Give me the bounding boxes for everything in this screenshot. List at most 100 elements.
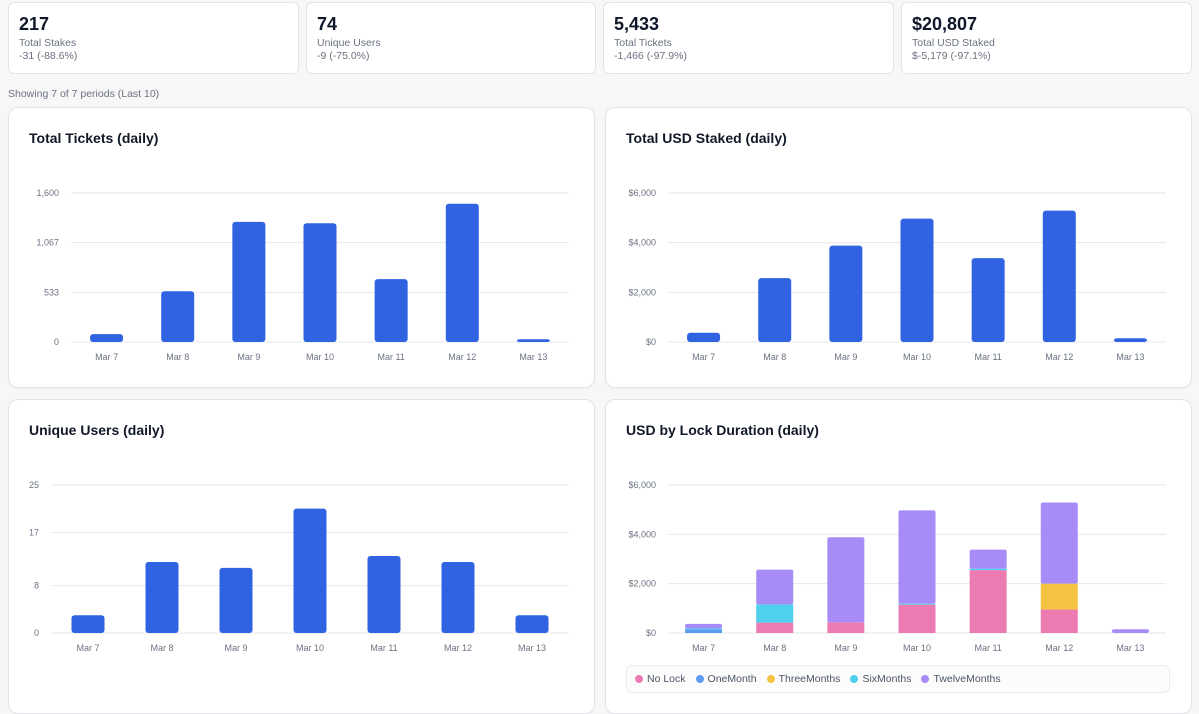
y-tick-label: $0 xyxy=(646,337,656,347)
total-tickets-chart: 0 533 1,067 1,600 Mar 7 Mar 8 Mar 9 Mar 10 Mar 1… xyxy=(36,188,569,362)
bar xyxy=(515,615,549,633)
bar-segment-no-lock xyxy=(969,570,1007,633)
kpi-label: Total Stakes xyxy=(19,37,77,49)
bar xyxy=(293,508,327,633)
legend-dot-one-month xyxy=(695,675,704,683)
x-tick-label: Mar 8 xyxy=(150,643,173,653)
bar xyxy=(1113,338,1147,342)
x-tick-label: Mar 11 xyxy=(377,352,404,362)
legend-item-one-month[interactable]: OneMonth xyxy=(695,673,757,685)
y-tick-label: $6,000 xyxy=(628,188,656,198)
legend-label: ThreeMonths xyxy=(778,673,841,685)
legend-dot-twelve-months xyxy=(921,675,930,683)
x-tick-label: Mar 8 xyxy=(166,352,189,362)
chart-card-total-tickets: Total Tickets (daily) 0 533 1,067 1,600 Mar … xyxy=(8,107,595,388)
kpi-delta: -9 (-75.0%) xyxy=(317,50,370,62)
x-tick-label: Mar 12 xyxy=(1045,352,1073,362)
bar-segment-twelvemonths xyxy=(1111,629,1149,633)
bar xyxy=(687,332,721,342)
legend-item-no-lock[interactable]: No Lock xyxy=(635,673,686,685)
x-tick-label: Mar 7 xyxy=(76,643,99,653)
x-tick-label: Mar 9 xyxy=(237,352,260,362)
bar xyxy=(367,556,401,633)
kpi-delta: -1,466 (-97.9%) xyxy=(614,50,687,62)
y-tick-label: 0 xyxy=(34,628,39,638)
legend-item-six-months[interactable]: SixMonths xyxy=(850,673,911,685)
bar-segment-threemonths xyxy=(1040,583,1078,610)
y-tick-label: 8 xyxy=(34,581,39,591)
bar-segment-twelvemonths xyxy=(685,623,723,629)
x-tick-label: Mar 10 xyxy=(296,643,324,653)
legend-label: No Lock xyxy=(647,673,686,685)
y-tick-label: 25 xyxy=(29,480,39,490)
bar xyxy=(161,291,195,342)
y-tick-label: 0 xyxy=(54,337,59,347)
bar xyxy=(71,615,105,633)
kpi-label: Total USD Staked xyxy=(912,37,995,49)
bar-segment-no-lock xyxy=(827,622,865,633)
kpi-delta: -31 (-88.6%) xyxy=(19,50,78,62)
bar-segment-twelvemonths xyxy=(1040,502,1078,584)
legend-label: OneMonth xyxy=(707,673,757,685)
legend-label: TwelveMonths xyxy=(933,673,1001,685)
x-tick-label: Mar 9 xyxy=(834,352,857,362)
legend-dot-no-lock xyxy=(635,675,643,683)
y-tick-label: 1,067 xyxy=(36,238,59,248)
kpi-label: Unique Users xyxy=(317,37,381,49)
x-tick-label: Mar 7 xyxy=(692,352,715,362)
x-tick-label: Mar 10 xyxy=(903,352,931,362)
x-tick-label: Mar 7 xyxy=(95,352,118,362)
legend-item-twelve-months[interactable]: TwelveMonths xyxy=(921,673,1001,685)
x-tick-label: Mar 11 xyxy=(974,352,1001,362)
bar xyxy=(219,567,253,633)
bar-segment-onemonth xyxy=(685,629,723,633)
bar-segment-twelvemonths xyxy=(827,537,865,623)
x-tick-label: Mar 13 xyxy=(519,352,547,362)
x-tick-label: Mar 13 xyxy=(518,643,546,653)
kpi-delta: $-5,179 (-97.1%) xyxy=(912,50,991,62)
bar xyxy=(758,278,792,342)
bar-segment-sixmonths xyxy=(756,604,794,623)
y-tick-label: 1,600 xyxy=(36,188,59,198)
y-tick-label: $4,000 xyxy=(628,529,656,539)
bar xyxy=(445,203,479,342)
bar-segment-sixmonths xyxy=(969,568,1007,571)
x-tick-label: Mar 12 xyxy=(1045,643,1073,653)
chart-title: Total Tickets (daily) xyxy=(29,130,159,146)
y-tick-label: $4,000 xyxy=(628,238,656,248)
chart-card-unique-users: Unique Users (daily) 0 8 17 25 Mar 7 Mar 8 Mar… xyxy=(8,399,595,714)
legend-dot-three-months xyxy=(766,675,775,683)
unique-users-chart: 0 8 17 25 Mar 7 Mar 8 Mar 9 Mar 10 Mar 11 Mar 12 M… xyxy=(29,480,569,653)
usd-by-lock-duration-chart: $0 $2,000 $4,000 $6,000 Mar 7 Mar 8 Mar 9 Mar 1… xyxy=(628,480,1166,653)
x-tick-label: Mar 11 xyxy=(974,643,1001,653)
x-tick-label: Mar 8 xyxy=(763,352,786,362)
kpi-card-unique-users: 74 Unique Users -9 (-75.0%) xyxy=(306,2,596,74)
y-tick-label: 533 xyxy=(44,287,59,297)
bar xyxy=(900,218,934,342)
bar-segment-twelvemonths xyxy=(898,510,936,604)
bar xyxy=(971,258,1005,342)
x-tick-label: Mar 10 xyxy=(903,643,931,653)
bar-segment-no-lock xyxy=(1040,609,1078,633)
bar-segment-twelvemonths xyxy=(756,569,794,605)
bar xyxy=(516,339,550,342)
y-tick-label: 17 xyxy=(29,527,39,537)
x-tick-label: Mar 8 xyxy=(763,643,786,653)
y-tick-label: $2,000 xyxy=(628,287,656,297)
kpi-label: Total Tickets xyxy=(614,37,672,49)
x-tick-label: Mar 9 xyxy=(834,643,857,653)
chart-title: USD by Lock Duration (daily) xyxy=(626,422,819,438)
kpi-value: 217 xyxy=(19,14,50,34)
kpi-card-total-tickets: 5,433 Total Tickets -1,466 (-97.9%) xyxy=(603,2,894,74)
x-tick-label: Mar 11 xyxy=(370,643,397,653)
y-tick-label: $0 xyxy=(646,628,656,638)
bar xyxy=(1042,210,1076,342)
legend-item-three-months[interactable]: ThreeMonths xyxy=(766,673,841,685)
x-tick-label: Mar 13 xyxy=(1116,352,1144,362)
period-note: Showing 7 of 7 periods (Last 10) xyxy=(8,88,160,100)
bar xyxy=(303,223,337,342)
y-tick-label: $2,000 xyxy=(628,579,656,589)
total-usd-staked-chart: $0 $2,000 $4,000 $6,000 Mar 7 Mar 8 Mar 9 Mar 1… xyxy=(628,188,1166,362)
chart-title: Unique Users (daily) xyxy=(29,422,165,438)
chart-legend: No Lock OneMonth ThreeMonths SixMonths T… xyxy=(626,665,1170,693)
